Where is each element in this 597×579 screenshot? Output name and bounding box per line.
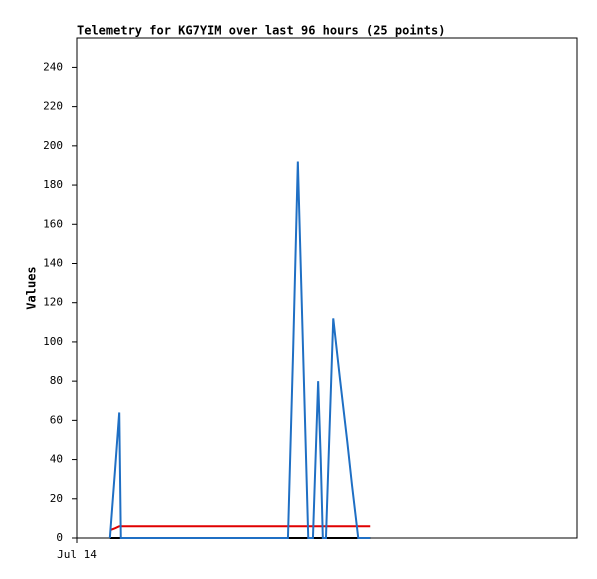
y-tick-label: 200	[43, 139, 63, 152]
y-tick-label: 0	[56, 531, 63, 544]
y-tick-label: 60	[50, 413, 63, 426]
plot-frame	[76, 37, 578, 539]
y-tick-label: 140	[43, 256, 63, 269]
y-tick-label: 240	[43, 60, 63, 73]
y-tick-label: 20	[50, 492, 63, 505]
x-tick-label: Jul 14	[57, 548, 97, 561]
y-tick-label: 120	[43, 296, 63, 309]
y-axis-label: Values	[25, 266, 39, 309]
y-tick-label: 220	[43, 100, 63, 113]
series-line	[109, 525, 371, 532]
y-tick-label: 180	[43, 178, 63, 191]
y-tick-label: 40	[50, 453, 63, 466]
chart-title: Telemetry for KG7YIM over last 96 hours …	[77, 24, 445, 38]
series-line	[108, 161, 371, 539]
y-tick-label: 80	[50, 374, 63, 387]
y-tick-label: 160	[43, 217, 63, 230]
y-tick-label: 100	[43, 335, 63, 348]
